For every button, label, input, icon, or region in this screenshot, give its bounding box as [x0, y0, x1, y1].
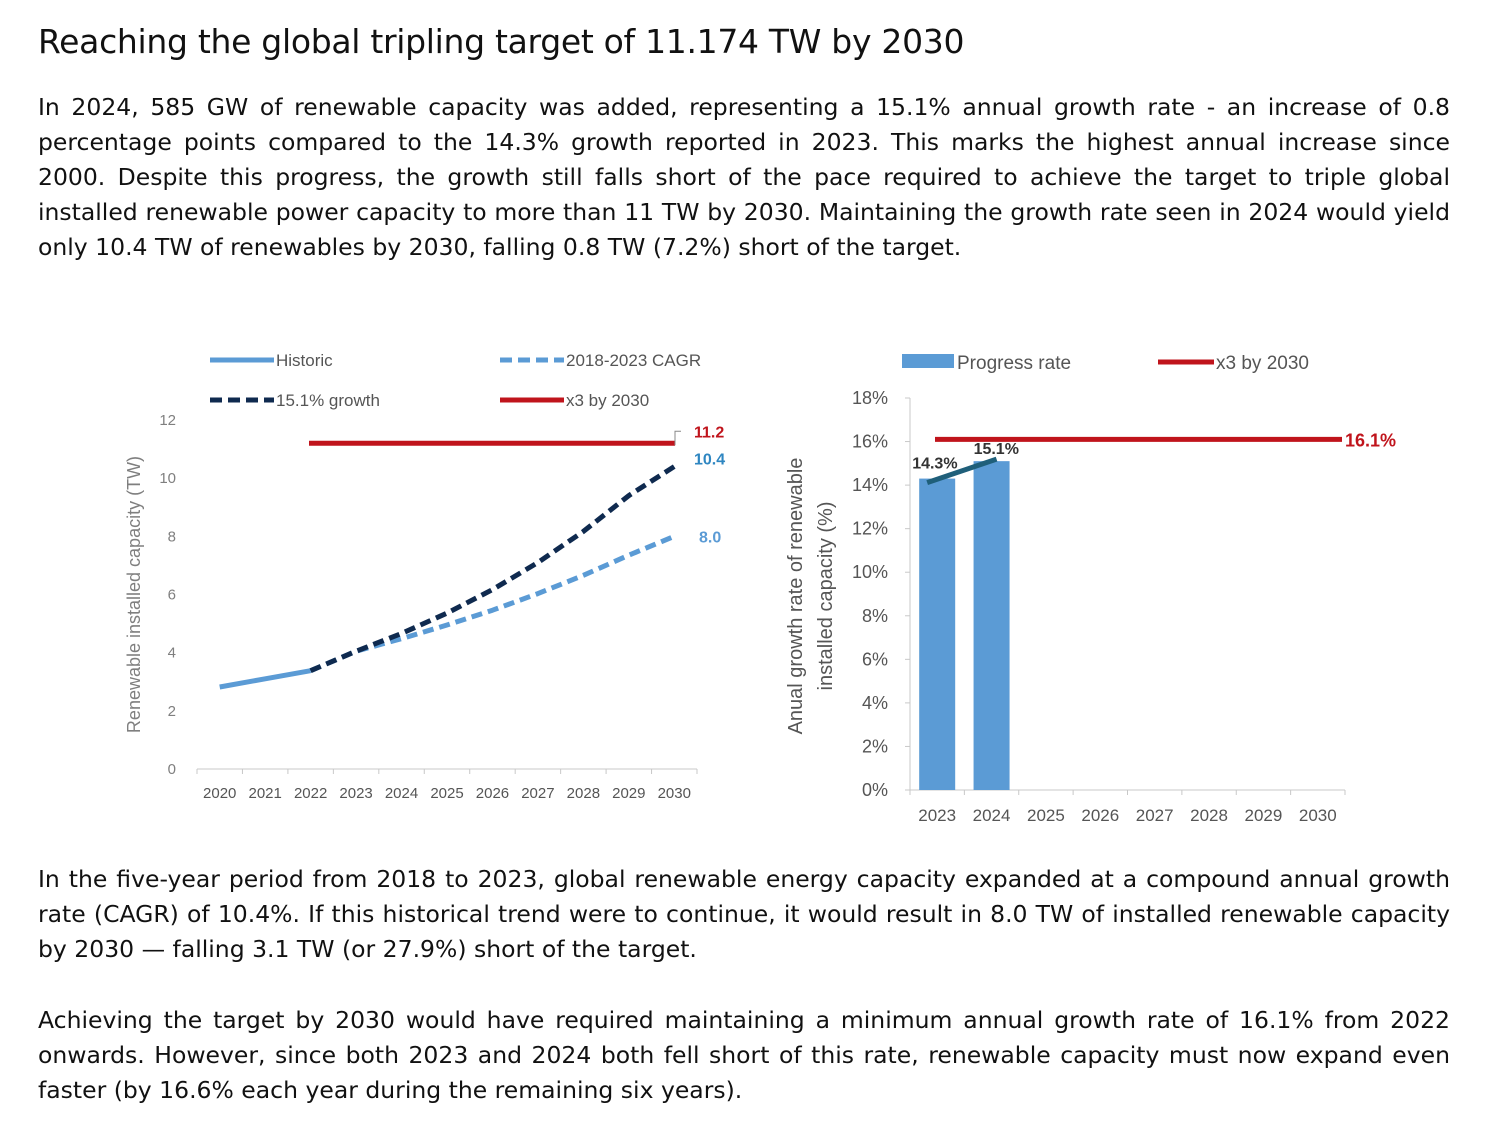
x-tick-label: 2029: [1245, 806, 1283, 825]
y-tick-label: 10: [159, 470, 176, 487]
x-tick-label: 2029: [612, 785, 645, 802]
x-tick-label: 2028: [1190, 806, 1228, 825]
x-tick-label: 2025: [430, 785, 463, 802]
legend-label: 2018-2023 CAGR: [566, 351, 701, 370]
x-tick-label: 2023: [918, 806, 956, 825]
bar-2023: [919, 478, 956, 790]
end-value-label: 11.2: [694, 424, 724, 441]
x-tick-label: 2024: [385, 785, 418, 802]
y-tick-label: 16%: [852, 432, 888, 452]
x-tick-label: 2027: [521, 785, 554, 802]
legend-label: x3 by 2030: [1216, 353, 1309, 374]
y-tick-label: 0%: [862, 780, 888, 800]
end-value-label: 8.0: [699, 529, 721, 546]
x-tick-label: 2026: [476, 785, 509, 802]
y-tick-label: 12: [159, 412, 176, 429]
series-line-0: [219, 668, 312, 690]
bar-value-label: 14.3%: [912, 456, 957, 473]
legend-label: 15.1% growth: [276, 391, 380, 410]
y-tick-label: 4%: [862, 693, 888, 713]
y-tick-label: 6: [168, 587, 176, 604]
y-tick-label: 2: [168, 703, 176, 720]
y-tick-label: 18%: [852, 388, 888, 408]
x-tick-label: 2030: [658, 785, 691, 802]
bar-chart-growth-rate: 0% 2% 4% 6% 8% 10% 12% 14% 16% 18% 2023 2024 2025 202…: [785, 353, 1396, 825]
y-axis-title-line: installed capacity (%): [815, 502, 837, 691]
paragraph-target: Achieving the target by 2030 would have …: [38, 1006, 1450, 1104]
y-tick-label: 8%: [862, 606, 888, 626]
legend-swatch: [902, 354, 954, 368]
series-line-2: [309, 464, 676, 673]
legend-label: Progress rate: [957, 353, 1071, 374]
paragraph-intro: In 2024, 585 GW of renewable capacity wa…: [38, 93, 1450, 261]
paragraph-cagr: In the five-year period from 2018 to 202…: [38, 865, 1450, 963]
bar-2024: [973, 461, 1010, 790]
y-tick-label: 8: [168, 528, 176, 545]
y-axis-title-line: Anual growth rate of renewable: [785, 458, 807, 735]
target-label-connector: [674, 430, 681, 446]
progress-trend-line: [926, 456, 998, 485]
y-tick-label: 2%: [862, 736, 888, 756]
y-tick-label: 0: [168, 761, 176, 778]
x-tick-label: 2022: [294, 785, 327, 802]
legend-label: x3 by 2030: [566, 391, 649, 410]
bar-value-label: 15.1%: [974, 441, 1019, 458]
series-line-1: [309, 533, 676, 673]
y-tick-label: 12%: [852, 519, 888, 539]
target-value-label: 16.1%: [1345, 430, 1396, 450]
x-tick-label: 2026: [1081, 806, 1119, 825]
x-tick-label: 2025: [1027, 806, 1065, 825]
y-axis-title: Renewable installed capacity (TW): [124, 456, 144, 733]
y-tick-label: 4: [168, 645, 176, 662]
y-tick-label: 14%: [852, 475, 888, 495]
line-chart-capacity: 2020 2021 2022 2023 2024 2025 2026 2027 2028 2029…: [124, 351, 725, 802]
page-title: Reaching the global tripling target of 1…: [38, 22, 965, 61]
x-tick-label: 2024: [973, 806, 1011, 825]
y-tick-label: 10%: [852, 562, 888, 582]
x-tick-label: 2021: [248, 785, 281, 802]
y-tick-label: 6%: [862, 649, 888, 669]
end-value-label: 10.4: [694, 452, 725, 469]
x-tick-label: 2027: [1136, 806, 1174, 825]
x-tick-label: 2020: [203, 785, 236, 802]
x-tick-label: 2028: [567, 785, 600, 802]
x-tick-label: 2023: [339, 785, 372, 802]
legend-label: Historic: [276, 351, 333, 370]
x-tick-label: 2030: [1299, 806, 1337, 825]
